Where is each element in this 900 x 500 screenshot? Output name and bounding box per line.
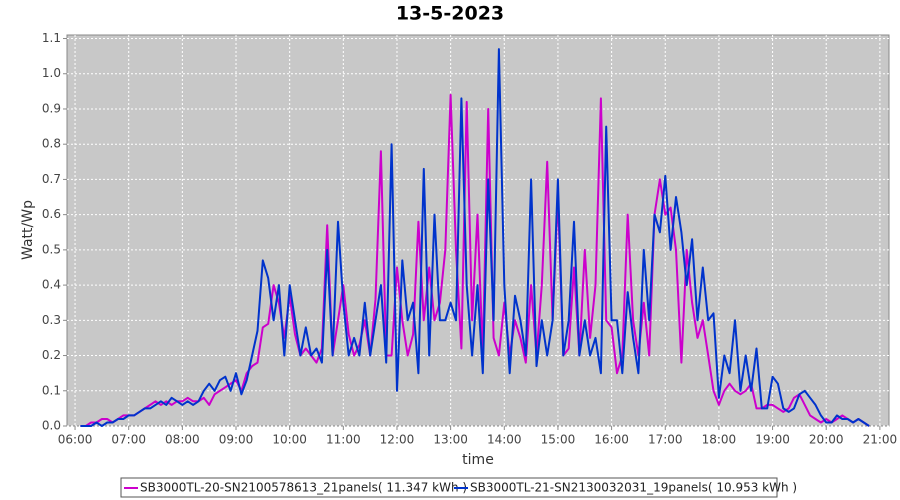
x-tick-label: 17:00: [648, 433, 683, 447]
y-tick-label: 0.9: [42, 101, 61, 115]
x-tick-label: 16:00: [594, 433, 629, 447]
y-tick-label: 0.1: [42, 383, 61, 397]
y-tick-label: 0.3: [42, 313, 61, 327]
y-tick-label: 0.2: [42, 348, 61, 362]
x-tick-label: 06:00: [58, 433, 93, 447]
x-tick-label: 09:00: [219, 433, 254, 447]
x-tick-label: 08:00: [165, 433, 200, 447]
x-tick-label: 10:00: [272, 433, 307, 447]
y-axis-label: Watt/Wp: [20, 200, 36, 260]
y-tick-label: 0.4: [42, 278, 61, 292]
x-tick-label: 13:00: [433, 433, 468, 447]
x-axis-label: time: [462, 452, 494, 468]
legend-label: SB3000TL-21-SN2130032031_19panels( 10.95…: [470, 481, 797, 495]
legend: [120, 477, 778, 498]
x-tick-label: 19:00: [755, 433, 790, 447]
y-tick-label: 0.5: [42, 242, 61, 256]
x-tick-label: 12:00: [380, 433, 415, 447]
y-tick-label: 0.6: [42, 207, 61, 221]
legend-label: SB3000TL-20-SN2100578613_21panels( 11.34…: [140, 481, 467, 495]
series-line: [80, 48, 870, 427]
x-tick-label: 15:00: [541, 433, 576, 447]
chart-title: 13-5-2023: [396, 3, 504, 25]
y-tick-label: 1.1: [42, 31, 61, 45]
y-tick-label: 0.7: [42, 172, 61, 186]
series-line: [80, 93, 870, 427]
x-tick-label: 11:00: [326, 433, 361, 447]
y-tick-label: 1.0: [42, 66, 61, 80]
x-tick-label: 21:00: [863, 433, 898, 447]
x-tick-label: 18:00: [702, 433, 737, 447]
y-tick-label: 0.0: [42, 419, 61, 433]
x-tick-label: 07:00: [111, 433, 146, 447]
x-tick-label: 20:00: [809, 433, 844, 447]
x-tick-label: 14:00: [487, 433, 522, 447]
y-tick-label: 0.8: [42, 137, 61, 151]
